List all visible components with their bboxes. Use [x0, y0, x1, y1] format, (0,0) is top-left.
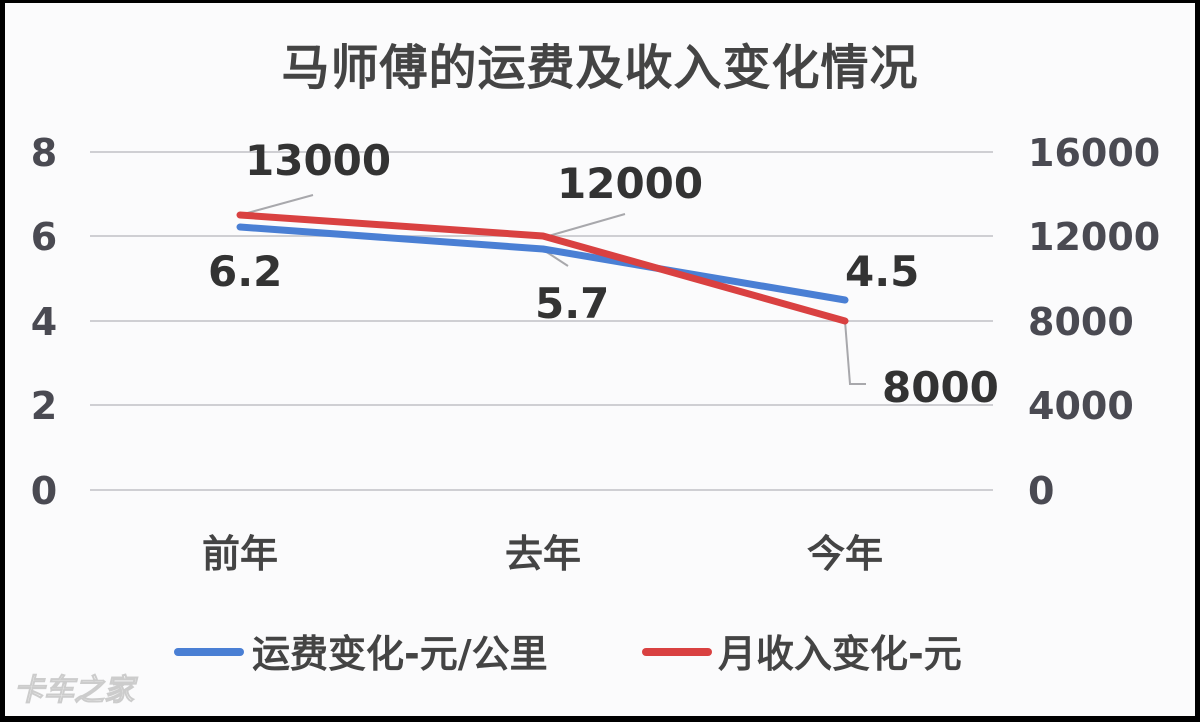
svg-text:12000: 12000 — [1028, 215, 1160, 259]
data-labels: 13000 12000 8000 6.2 5.7 4.5 — [208, 136, 999, 412]
svg-text:2: 2 — [31, 384, 57, 428]
series-income-line — [236, 211, 849, 325]
svg-text:8000: 8000 — [1028, 300, 1134, 344]
svg-text:6: 6 — [31, 215, 57, 259]
svg-text:6.2: 6.2 — [208, 247, 282, 296]
x-axis: 前年 去年 今年 — [202, 532, 883, 576]
legend-label-income: 月收入变化-元 — [718, 632, 962, 676]
svg-text:0: 0 — [31, 469, 57, 513]
svg-text:16000: 16000 — [1028, 131, 1160, 175]
svg-text:今年: 今年 — [807, 532, 883, 576]
svg-text:前年: 前年 — [202, 532, 278, 576]
svg-text:12000: 12000 — [557, 159, 703, 208]
svg-text:13000: 13000 — [245, 136, 391, 185]
svg-text:4000: 4000 — [1028, 384, 1134, 428]
svg-text:去年: 去年 — [505, 532, 581, 576]
svg-text:5.7: 5.7 — [535, 279, 609, 328]
watermark: 卡车之家 — [14, 673, 138, 708]
series-freight-line — [236, 223, 849, 304]
legend-label-freight: 运费变化-元/公里 — [252, 632, 548, 676]
svg-text:8: 8 — [31, 131, 57, 175]
svg-text:0: 0 — [1028, 469, 1054, 513]
right-axis: 16000 12000 8000 4000 0 — [1028, 131, 1160, 513]
legend: 运费变化-元/公里 月收入变化-元 — [174, 632, 962, 676]
svg-text:4.5: 4.5 — [845, 247, 919, 296]
svg-text:8000: 8000 — [882, 363, 999, 412]
chart-title: 马师傅的运费及收入变化情况 — [281, 40, 919, 96]
svg-text:4: 4 — [31, 300, 57, 344]
chart-background — [5, 3, 1195, 716]
left-axis: 8 6 4 2 0 — [31, 131, 57, 513]
